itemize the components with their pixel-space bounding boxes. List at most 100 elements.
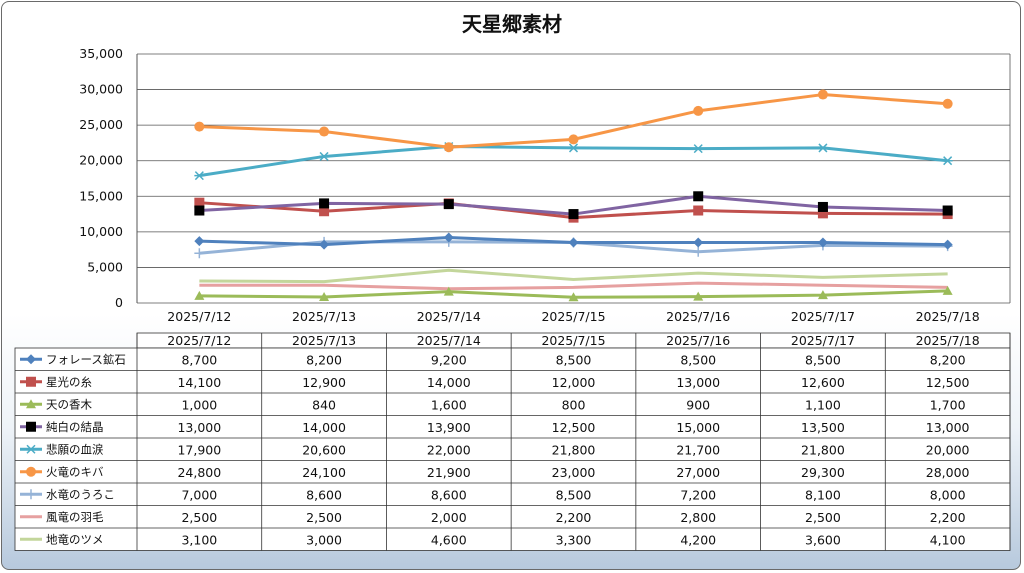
data-point (693, 237, 704, 248)
table-header-cell: 2025/7/13 (292, 333, 356, 348)
series-name: 悲願の血涙 (46, 442, 104, 456)
data-point (568, 292, 579, 302)
table-cell: 8,700 (181, 352, 217, 367)
data-point (319, 239, 330, 250)
table-cell: 8,200 (306, 352, 342, 367)
x-tick-label: 2025/7/14 (417, 309, 481, 324)
data-point (693, 205, 704, 216)
table-cell: 2,200 (930, 510, 966, 525)
table-cell: 2,500 (306, 510, 342, 525)
table-cell: 13,900 (427, 420, 471, 435)
table-cell: 8,500 (556, 487, 592, 502)
table-cell: 22,000 (427, 442, 471, 457)
data-point (26, 399, 36, 409)
data-point (568, 237, 579, 248)
data-point (319, 151, 330, 161)
table-cell: 7,000 (181, 487, 217, 502)
series-name: 水竜のうろこ (46, 487, 115, 501)
table-cell: 3,000 (306, 532, 342, 547)
data-point (194, 236, 205, 247)
table-cell: 3,300 (556, 532, 592, 547)
table-cell: 4,200 (680, 532, 716, 547)
x-tick-label: 2025/7/18 (916, 309, 980, 324)
data-point (568, 143, 579, 153)
table-cell: 15,000 (676, 420, 720, 435)
data-point (817, 143, 828, 153)
data-point (194, 248, 205, 259)
table-cell: 12,600 (801, 375, 845, 390)
table-header-cell: 2025/7/17 (791, 333, 855, 348)
table-cell: 21,700 (676, 442, 720, 457)
data-point (194, 197, 205, 208)
table-cell: 23,000 (552, 465, 596, 480)
chart-title: 天星郷素材 (462, 12, 562, 36)
table-cell: 8,000 (930, 487, 966, 502)
data-point (443, 199, 454, 210)
y-tick-label: 25,000 (79, 117, 123, 132)
y-tick-label: 5,000 (87, 259, 123, 274)
table-cell: 8,100 (805, 487, 841, 502)
data-point (568, 134, 579, 145)
table-cell: 8,600 (431, 487, 467, 502)
y-tick-label: 20,000 (79, 153, 123, 168)
series-name: 純白の結晶 (46, 420, 104, 434)
series-name: 地竜のツメ (46, 532, 104, 546)
series-name: 風竜の羽毛 (46, 510, 104, 524)
x-tick-label: 2025/7/16 (666, 309, 730, 324)
data-point (693, 144, 704, 154)
table-cell: 12,500 (552, 420, 596, 435)
table-cell: 14,000 (302, 420, 346, 435)
table-cell: 13,000 (926, 420, 970, 435)
table-cell: 8,600 (306, 487, 342, 502)
table-cell: 14,100 (177, 375, 221, 390)
table-header-cell: 2025/7/16 (666, 333, 730, 348)
table-cell: 2,200 (556, 510, 592, 525)
data-point (26, 421, 36, 432)
table-cell: 21,800 (552, 442, 596, 457)
table-header-cell: 2025/7/18 (916, 333, 980, 348)
table-cell: 7,200 (680, 487, 716, 502)
table-cell: 24,800 (177, 465, 221, 480)
data-point (443, 232, 454, 243)
data-point (568, 209, 579, 220)
data-point (194, 121, 205, 132)
table-cell: 28,000 (926, 465, 970, 480)
data-point (817, 290, 828, 300)
data-point (319, 206, 330, 217)
data-point (194, 290, 205, 300)
table-cell: 27,000 (676, 465, 720, 480)
data-point (942, 239, 953, 250)
series-line (199, 268, 948, 284)
data-point (942, 156, 953, 166)
table-header-cell: 2025/7/14 (417, 333, 481, 348)
data-point (443, 142, 454, 153)
data-point (26, 466, 36, 477)
table-cell: 12,000 (552, 375, 596, 390)
data-point (942, 98, 953, 109)
y-tick-label: 10,000 (79, 224, 123, 239)
table-cell: 20,000 (926, 442, 970, 457)
table-header-cell: 2025/7/15 (541, 333, 605, 348)
table-cell: 8,500 (556, 352, 592, 367)
data-point (26, 376, 36, 387)
table-header-cell: 2025/7/12 (167, 333, 231, 348)
data-point (194, 171, 205, 181)
data-point (26, 489, 36, 500)
series-name: 火竜のキバ (46, 465, 104, 479)
plot-area (137, 54, 1010, 303)
table-cell: 1,600 (431, 397, 467, 412)
table-cell: 8,500 (680, 352, 716, 367)
data-point (443, 286, 454, 296)
table-cell: 29,300 (801, 465, 845, 480)
table-cell: 2,000 (431, 510, 467, 525)
series-name: 天の香木 (46, 397, 92, 411)
table-cell: 900 (686, 397, 710, 412)
data-point (319, 292, 330, 302)
data-point (693, 105, 704, 116)
table-cell: 12,900 (302, 375, 346, 390)
y-tick-label: 0 (115, 295, 123, 310)
series-name: 星光の糸 (46, 375, 92, 389)
series-line (199, 281, 948, 291)
data-point (942, 285, 953, 295)
